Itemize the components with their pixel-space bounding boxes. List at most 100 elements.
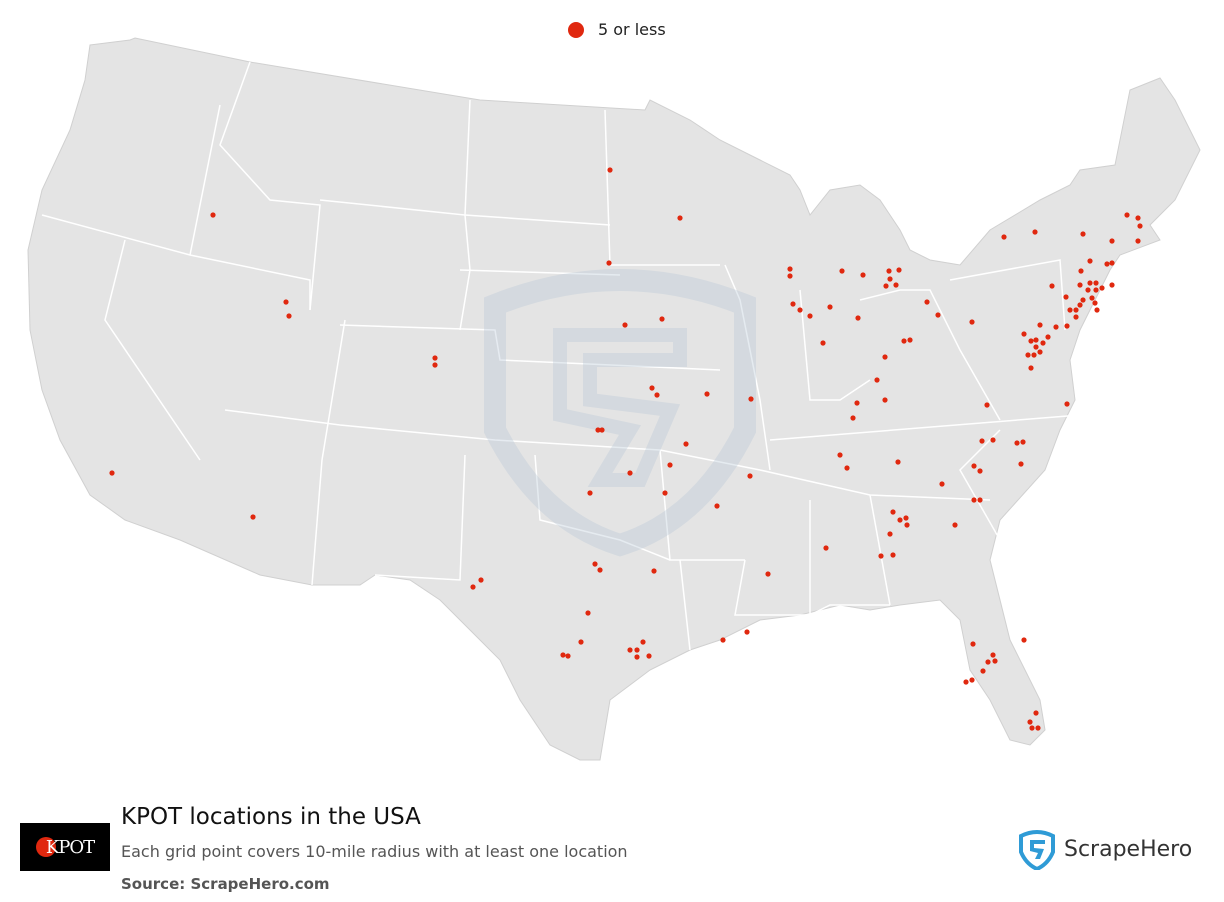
location-dot <box>963 679 969 685</box>
location-dot <box>210 212 216 218</box>
location-dot <box>1027 719 1033 725</box>
location-dot <box>980 668 986 674</box>
location-dot <box>984 402 990 408</box>
location-dot <box>878 553 884 559</box>
location-dot <box>882 397 888 403</box>
location-dot <box>979 438 985 444</box>
legend-dot <box>568 21 584 38</box>
location-dot <box>1029 725 1035 731</box>
location-dot <box>560 652 566 658</box>
location-dot <box>939 481 945 487</box>
location-dot <box>599 427 605 433</box>
location-dot <box>659 316 665 322</box>
location-dot <box>1073 314 1079 320</box>
scrapehero-watermark <box>484 269 756 557</box>
location-dot <box>1093 287 1099 293</box>
location-dot <box>662 490 668 496</box>
location-dot <box>883 283 889 289</box>
usa-map <box>27 37 1201 761</box>
location-dot <box>1031 352 1037 358</box>
scrapehero-shield-icon <box>1019 830 1055 870</box>
location-dot <box>622 322 628 328</box>
location-dot <box>1035 725 1041 731</box>
location-dot <box>1049 283 1055 289</box>
location-dot <box>969 677 975 683</box>
location-dot <box>634 647 640 653</box>
location-dot <box>890 552 896 558</box>
location-dot <box>1033 710 1039 716</box>
location-dot <box>924 299 930 305</box>
location-dot <box>714 503 720 509</box>
location-dot <box>887 276 893 282</box>
location-dot <box>283 299 289 305</box>
location-dot <box>1025 352 1031 358</box>
location-dot <box>1064 401 1070 407</box>
location-dot <box>1104 261 1110 267</box>
location-dot <box>1092 300 1098 306</box>
location-dot <box>990 437 996 443</box>
location-dot <box>1087 280 1093 286</box>
location-dot <box>907 337 913 343</box>
location-dot <box>896 267 902 273</box>
location-dot <box>787 266 793 272</box>
location-dot <box>1032 229 1038 235</box>
location-dot <box>744 629 750 635</box>
map-title: KPOT locations in the USA <box>121 804 421 830</box>
location-dot <box>250 514 256 520</box>
location-dot <box>904 522 910 528</box>
location-dot <box>748 396 754 402</box>
location-dot <box>1033 344 1039 350</box>
location-dot <box>969 319 975 325</box>
location-dot <box>1037 349 1043 355</box>
location-dot <box>1109 282 1115 288</box>
location-dot <box>578 639 584 645</box>
location-dot <box>1045 334 1051 340</box>
location-dot <box>432 355 438 361</box>
location-dot <box>470 584 476 590</box>
map-subtitle: Each grid point covers 10-mile radius wi… <box>121 842 628 861</box>
location-dot <box>286 313 292 319</box>
location-dot <box>935 312 941 318</box>
source-text: Source: ScrapeHero.com <box>121 875 330 893</box>
location-dot <box>971 463 977 469</box>
location-dot <box>1080 231 1086 237</box>
scrapehero-brand: ScrapeHero <box>1018 828 1192 870</box>
location-dot <box>704 391 710 397</box>
legend-label: 5 or less <box>598 20 666 39</box>
location-dot <box>1021 331 1027 337</box>
location-dot <box>897 517 903 523</box>
location-dot <box>1135 215 1141 221</box>
location-dot <box>747 473 753 479</box>
location-dot <box>1028 365 1034 371</box>
location-dot <box>606 260 612 266</box>
location-dot <box>765 571 771 577</box>
location-dot <box>640 639 646 645</box>
location-dot <box>1037 322 1043 328</box>
legend: 5 or less <box>568 20 666 39</box>
location-dot <box>1021 637 1027 643</box>
location-dot <box>565 653 571 659</box>
location-dot <box>790 301 796 307</box>
location-dot <box>895 459 901 465</box>
location-dot <box>971 497 977 503</box>
location-dot <box>787 273 793 279</box>
location-dot <box>646 653 652 659</box>
location-dot <box>677 215 683 221</box>
location-dots <box>109 167 1143 731</box>
location-dot <box>667 462 673 468</box>
location-dot <box>874 377 880 383</box>
location-dot <box>649 385 655 391</box>
location-dot <box>823 545 829 551</box>
location-dot <box>1089 295 1095 301</box>
location-dot <box>893 282 899 288</box>
logo-circle-icon <box>35 837 56 857</box>
location-dot <box>109 470 115 476</box>
location-dot <box>901 338 907 344</box>
location-dot <box>1124 212 1130 218</box>
location-dot <box>970 641 976 647</box>
location-dot <box>807 313 813 319</box>
location-dot <box>854 400 860 406</box>
location-dot <box>1109 238 1115 244</box>
location-dot <box>1099 285 1105 291</box>
location-dot <box>1093 280 1099 286</box>
